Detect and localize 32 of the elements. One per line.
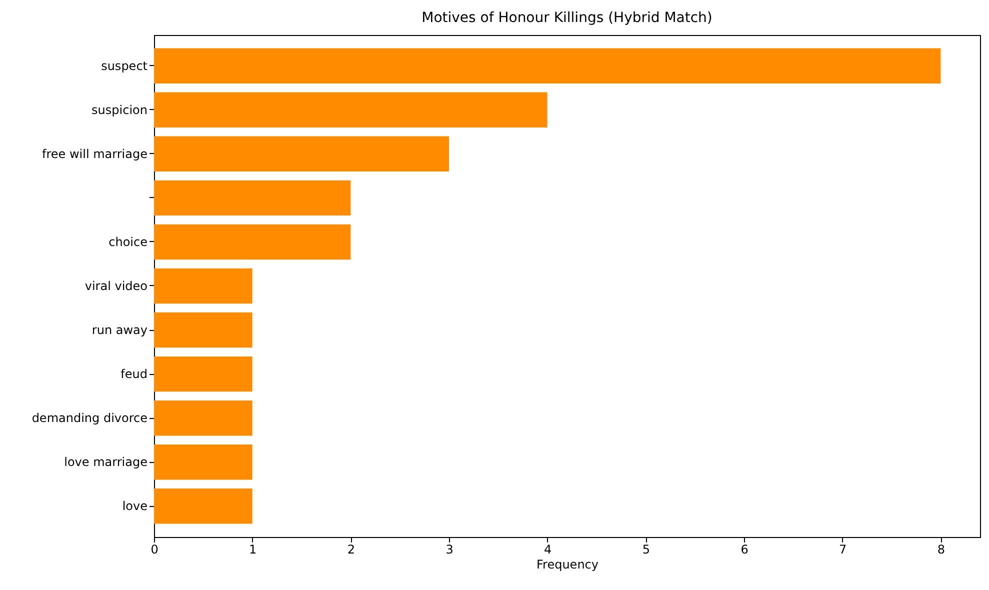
y-tick-label: run away (92, 323, 148, 338)
y-tick-label: love marriage (64, 455, 148, 470)
y-tick-label: suspect (101, 58, 148, 73)
x-tick-label: 7 (839, 542, 847, 556)
bar (154, 268, 252, 304)
chart-title: Motives of Honour Killings (Hybrid Match) (422, 10, 712, 26)
x-tick-label: 5 (642, 542, 650, 556)
x-tick-label: 1 (249, 542, 257, 556)
x-tick-label: 8 (937, 542, 945, 556)
x-tick-label: 4 (544, 542, 552, 556)
bar (154, 488, 252, 524)
y-tick-label: feud (120, 367, 148, 382)
bar (154, 356, 252, 392)
bar (154, 400, 252, 436)
bar (154, 180, 351, 216)
y-tick-label: love (122, 499, 148, 514)
x-tick-label: 6 (740, 542, 748, 556)
x-tick-label: 2 (347, 542, 355, 556)
bar (154, 92, 548, 128)
x-axis-title: Frequency (536, 558, 598, 572)
bar (154, 312, 252, 348)
bar (154, 48, 941, 84)
y-tick-label: suspicion (92, 102, 148, 117)
x-tick-label: 3 (446, 542, 454, 556)
x-tick-label: 0 (150, 542, 158, 556)
y-tick-label: choice (108, 234, 148, 249)
y-tick-label: viral video (84, 279, 148, 293)
bar (154, 136, 449, 172)
y-tick-label: demanding divorce (32, 411, 148, 426)
y-tick-label: free will marriage (42, 146, 148, 161)
bar (154, 444, 252, 480)
bar (154, 224, 351, 260)
